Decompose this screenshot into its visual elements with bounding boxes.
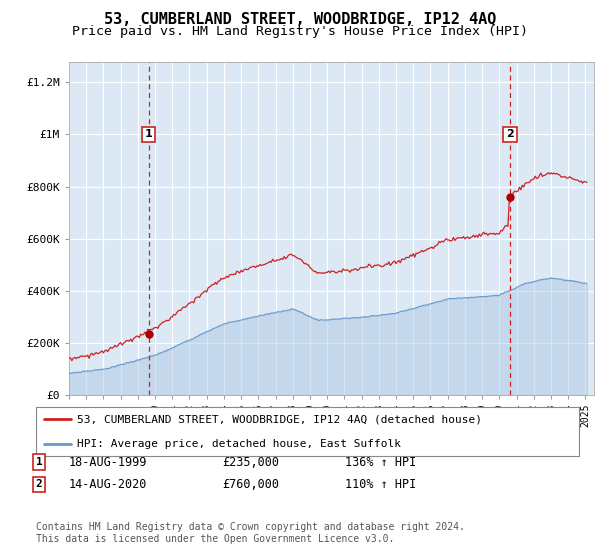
- Text: 14-AUG-2020: 14-AUG-2020: [69, 478, 148, 491]
- Text: 110% ↑ HPI: 110% ↑ HPI: [345, 478, 416, 491]
- Text: £760,000: £760,000: [222, 478, 279, 491]
- Text: 136% ↑ HPI: 136% ↑ HPI: [345, 455, 416, 469]
- Text: 2: 2: [35, 479, 43, 489]
- Text: 53, CUMBERLAND STREET, WOODBRIDGE, IP12 4AQ: 53, CUMBERLAND STREET, WOODBRIDGE, IP12 …: [104, 12, 496, 27]
- Text: 18-AUG-1999: 18-AUG-1999: [69, 455, 148, 469]
- Text: HPI: Average price, detached house, East Suffolk: HPI: Average price, detached house, East…: [77, 439, 401, 449]
- Text: Contains HM Land Registry data © Crown copyright and database right 2024.
This d: Contains HM Land Registry data © Crown c…: [36, 522, 465, 544]
- Text: 1: 1: [145, 129, 152, 139]
- Text: 2: 2: [506, 129, 514, 139]
- Text: 53, CUMBERLAND STREET, WOODBRIDGE, IP12 4AQ (detached house): 53, CUMBERLAND STREET, WOODBRIDGE, IP12 …: [77, 414, 482, 424]
- Text: Price paid vs. HM Land Registry's House Price Index (HPI): Price paid vs. HM Land Registry's House …: [72, 25, 528, 38]
- Text: 1: 1: [35, 457, 43, 467]
- Text: £235,000: £235,000: [222, 455, 279, 469]
